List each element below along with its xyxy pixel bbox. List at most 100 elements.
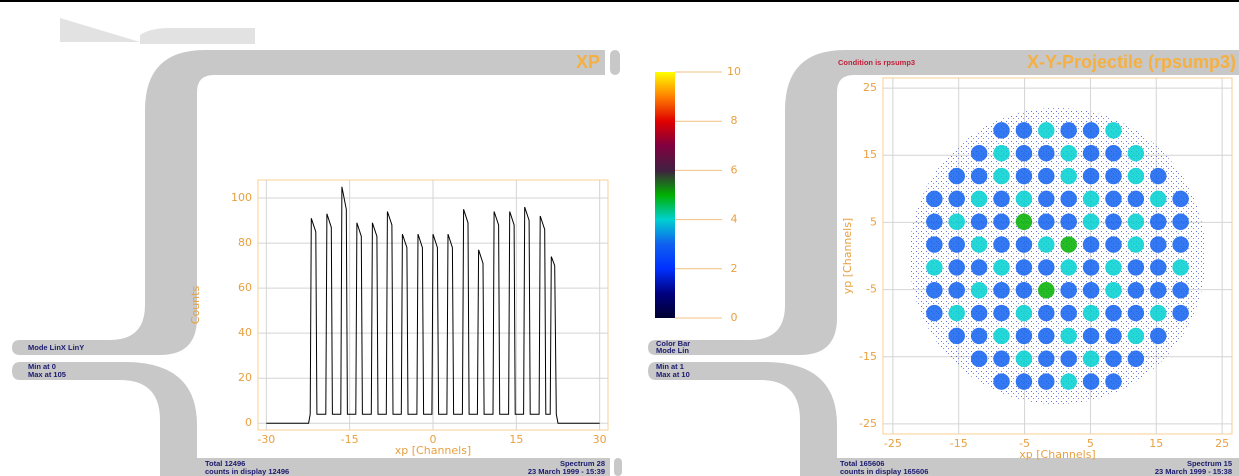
blob <box>971 328 987 344</box>
blob <box>949 282 965 298</box>
frame-cap <box>614 458 622 476</box>
blob <box>1105 214 1121 230</box>
blob <box>1016 282 1032 298</box>
color-bar-label: 8 <box>731 114 738 127</box>
blob <box>1128 305 1144 321</box>
blob <box>1038 305 1054 321</box>
blob <box>949 328 965 344</box>
y-axis-label: Counts <box>189 286 202 325</box>
frame-cap <box>610 50 620 75</box>
blob <box>1105 145 1121 161</box>
color-bar <box>655 72 675 318</box>
blob <box>993 168 1009 184</box>
blob <box>1038 191 1054 207</box>
y-tick-label: 60 <box>238 281 252 294</box>
blob <box>971 168 987 184</box>
blob <box>1150 168 1166 184</box>
blob <box>1128 214 1144 230</box>
y-tick-label: 25 <box>863 81 877 94</box>
y-tick-label: -25 <box>859 417 877 430</box>
blob <box>949 214 965 230</box>
blob <box>993 351 1009 367</box>
panel-info: 23 March 1999 - 15:39 <box>528 467 605 476</box>
x-tick-label: 30 <box>593 433 607 446</box>
blob <box>993 122 1009 138</box>
blob <box>1016 168 1032 184</box>
blob <box>993 328 1009 344</box>
x-tick-label: 25 <box>1215 437 1229 450</box>
blob <box>949 236 965 252</box>
blob <box>1060 236 1076 252</box>
blob <box>1083 328 1099 344</box>
blob <box>1083 214 1099 230</box>
blob <box>1150 328 1166 344</box>
blob <box>1060 282 1076 298</box>
blob <box>1060 122 1076 138</box>
blob <box>1016 328 1032 344</box>
blob <box>971 214 987 230</box>
blob <box>926 191 942 207</box>
blob <box>1105 168 1121 184</box>
blob <box>1105 328 1121 344</box>
page: -30-1501530020406080100xp [Channels]Coun… <box>0 0 1239 476</box>
x-tick-label: -25 <box>884 437 902 450</box>
blob <box>949 168 965 184</box>
blob <box>949 305 965 321</box>
blob <box>1038 214 1054 230</box>
blob <box>1105 305 1121 321</box>
x-axis-label: xp [Channels] <box>395 444 471 457</box>
blob <box>1172 259 1188 275</box>
blob <box>1150 214 1166 230</box>
y-tick-label: -15 <box>859 350 877 363</box>
blob <box>1105 122 1121 138</box>
blob <box>1083 282 1099 298</box>
y-tick-label: 15 <box>863 148 877 161</box>
blob <box>1038 168 1054 184</box>
blob <box>1016 236 1032 252</box>
panel-info: counts in display 12496 <box>205 467 289 476</box>
decor <box>60 18 140 42</box>
blob <box>1105 259 1121 275</box>
blob <box>1038 282 1054 298</box>
blob <box>1083 145 1099 161</box>
blob <box>993 282 1009 298</box>
blob <box>926 236 942 252</box>
blob <box>1150 305 1166 321</box>
blob <box>1083 305 1099 321</box>
blob <box>1172 282 1188 298</box>
screen: -30-1501530020406080100xp [Channels]Coun… <box>0 0 1239 476</box>
blob <box>971 191 987 207</box>
blob <box>1038 236 1054 252</box>
color-bar-label: 2 <box>731 262 738 275</box>
blob <box>1128 191 1144 207</box>
blob <box>971 305 987 321</box>
panel-info: Max at 10 <box>656 370 690 379</box>
blob <box>993 214 1009 230</box>
blob <box>1105 191 1121 207</box>
y-tick-label: 0 <box>245 416 252 429</box>
blob <box>1016 259 1032 275</box>
blob <box>1060 214 1076 230</box>
blob <box>1150 259 1166 275</box>
panel-info: Max at 105 <box>28 370 66 379</box>
color-bar-label: 0 <box>731 311 738 324</box>
blob <box>1083 168 1099 184</box>
blob <box>1016 122 1032 138</box>
blob <box>926 282 942 298</box>
color-bar-label: 10 <box>727 65 741 78</box>
blob <box>1038 122 1054 138</box>
blob <box>971 282 987 298</box>
blob <box>1060 305 1076 321</box>
y-tick-label: 100 <box>231 191 252 204</box>
blob <box>1128 259 1144 275</box>
blob <box>1128 145 1144 161</box>
x-tick-label: -30 <box>257 433 275 446</box>
y-tick-label: 5 <box>870 215 877 228</box>
x-tick-label: -15 <box>950 437 968 450</box>
blob <box>1105 236 1121 252</box>
blob <box>1083 191 1099 207</box>
blob <box>1016 145 1032 161</box>
blob <box>1083 351 1099 367</box>
blob <box>1060 168 1076 184</box>
blob <box>1150 191 1166 207</box>
